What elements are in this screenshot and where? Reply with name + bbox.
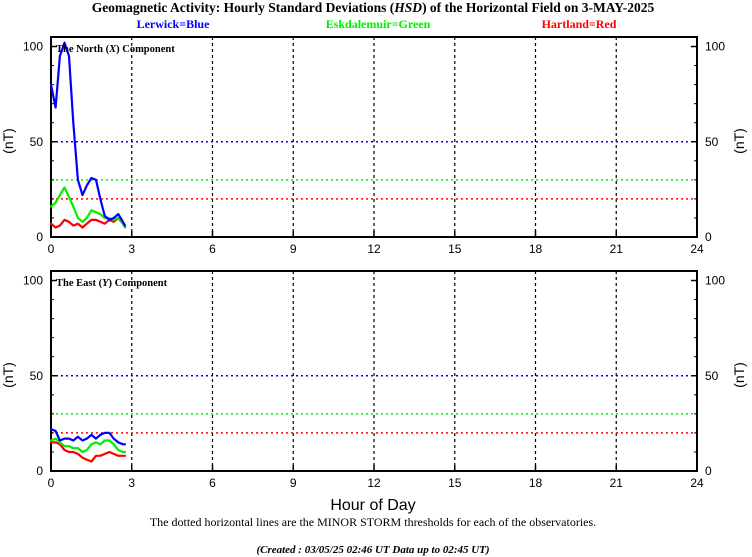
chart-title-post: ) of the Horizontal Field on 3-MAY-2025 bbox=[422, 0, 654, 15]
east-series-hartland bbox=[49, 441, 127, 463]
north-xtick-label-15: 15 bbox=[448, 242, 462, 256]
north-series-eskdalemuir bbox=[49, 186, 127, 229]
north-ytick-label-right-0: 0 bbox=[705, 230, 712, 244]
north-series-hartland bbox=[49, 216, 127, 229]
east-ytick-label-right-100: 100 bbox=[705, 274, 725, 288]
east-xtick-label-24: 24 bbox=[690, 476, 704, 490]
north-ytick-label-left-0: 0 bbox=[36, 230, 43, 244]
north-ylabel-left: (nT) bbox=[0, 128, 16, 154]
chart-title: Geomagnetic Activity: Hourly Standard De… bbox=[92, 0, 655, 15]
x-axis-title: Hour of Day bbox=[330, 497, 415, 514]
north-ytick-label-right-50: 50 bbox=[705, 135, 719, 149]
east-ytick-label-left-50: 50 bbox=[30, 369, 44, 383]
north-ytick-label-left-50: 50 bbox=[30, 135, 44, 149]
north-label-post: ) Component bbox=[116, 44, 175, 55]
footnote: The dotted horizontal lines are the MINO… bbox=[150, 515, 596, 529]
north-xtick-label-24: 24 bbox=[690, 242, 704, 256]
east-ytick-label-right-50: 50 bbox=[705, 369, 719, 383]
east-ylabel-left: (nT) bbox=[0, 362, 16, 388]
east-label-post: ) Component bbox=[109, 278, 168, 289]
east-ytick-label-left-0: 0 bbox=[36, 464, 43, 478]
legend-eskdalemuir: Eskdalemuir=Green bbox=[326, 17, 431, 31]
north-label-pre: The North ( bbox=[56, 44, 110, 55]
east-xtick-label-12: 12 bbox=[367, 476, 381, 490]
east-series-lerwick bbox=[49, 428, 127, 446]
east-xtick-label-18: 18 bbox=[529, 476, 543, 490]
legend-hartland: Hartland=Red bbox=[542, 17, 617, 31]
chart-title-italic: HSD bbox=[393, 0, 422, 15]
north-xtick-label-0: 0 bbox=[48, 242, 55, 256]
east-ytick-label-left-100: 100 bbox=[23, 274, 43, 288]
created-note: (Created : 03/05/25 02:46 UT Data up to … bbox=[256, 544, 489, 556]
east-ytick-label-right-0: 0 bbox=[705, 464, 712, 478]
north-xtick-label-18: 18 bbox=[529, 242, 543, 256]
east-label-pre: The East ( bbox=[56, 278, 103, 289]
east-ylabel-right: (nT) bbox=[731, 362, 747, 388]
north-xtick-label-9: 9 bbox=[290, 242, 297, 256]
east-xtick-label-21: 21 bbox=[610, 476, 624, 490]
north-xtick-label-3: 3 bbox=[128, 242, 135, 256]
east-label-italic: Y bbox=[102, 278, 110, 289]
east-series-eskdalemuir bbox=[49, 437, 127, 454]
chart-title-pre: Geomagnetic Activity: Hourly Standard De… bbox=[92, 0, 395, 15]
north-xtick-label-12: 12 bbox=[367, 242, 381, 256]
east-xtick-label-0: 0 bbox=[48, 476, 55, 490]
east-xtick-label-15: 15 bbox=[448, 476, 462, 490]
north-series-lerwick bbox=[49, 41, 127, 227]
north-ytick-label-right-100: 100 bbox=[705, 40, 725, 54]
north-label-italic: X bbox=[108, 44, 117, 55]
east-xtick-label-6: 6 bbox=[209, 476, 216, 490]
east-panel-label: The East (Y) Component bbox=[56, 278, 168, 289]
north-panel-label: The North (X) Component bbox=[56, 44, 175, 55]
east-xtick-label-3: 3 bbox=[128, 476, 135, 490]
east-xtick-label-9: 9 bbox=[290, 476, 297, 490]
north-ylabel-right: (nT) bbox=[731, 128, 747, 154]
north-xtick-label-21: 21 bbox=[610, 242, 624, 256]
legend-lerwick: Lerwick=Blue bbox=[137, 17, 211, 31]
north-xtick-label-6: 6 bbox=[209, 242, 216, 256]
north-ytick-label-left-100: 100 bbox=[23, 40, 43, 54]
